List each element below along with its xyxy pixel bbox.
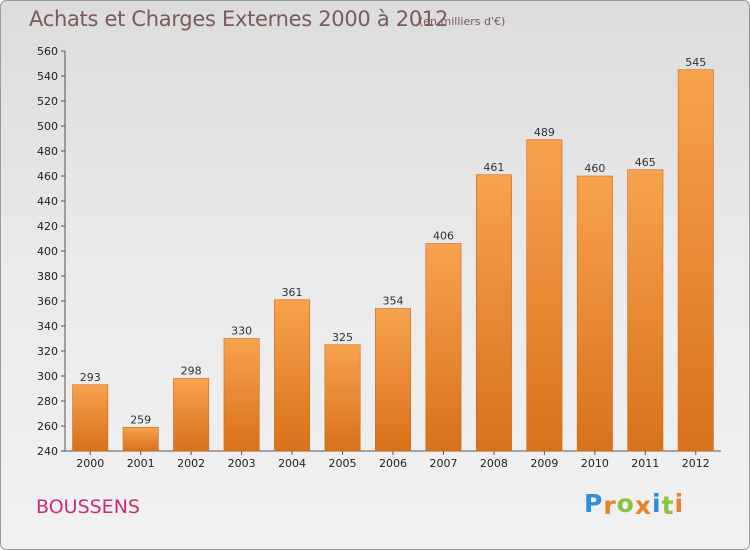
x-tick-label: 2008: [480, 457, 508, 470]
y-tick-label: 260: [37, 420, 58, 433]
logo-letter: i: [674, 489, 685, 518]
bar-value-label: 489: [534, 126, 555, 139]
chart-axes: 240 260 280 300 320 340 360 380 400 420 440 460 480 5…: [37, 45, 721, 470]
y-tick-label: 340: [37, 320, 58, 333]
x-tick-label: 2011: [631, 457, 659, 470]
logo-letter: r: [603, 491, 617, 520]
bar-value-label: 406: [433, 230, 454, 243]
bar-2007: [425, 243, 462, 452]
bar-value-label: 354: [383, 295, 404, 308]
x-tick-label: 2004: [278, 457, 306, 470]
proxiti-logo[interactable]: Proxiti: [584, 489, 685, 520]
logo-letter: x: [634, 491, 652, 520]
x-tick-label: 2009: [530, 457, 558, 470]
logo-letter: P: [584, 489, 604, 518]
bar-2002: [173, 378, 210, 452]
bar-2008: [475, 174, 512, 452]
logo-letter: t: [661, 491, 675, 520]
y-tick-label: 440: [37, 195, 58, 208]
y-tick-label: 520: [37, 95, 58, 108]
y-tick-label: 420: [37, 220, 58, 233]
x-tick-label: 2010: [581, 457, 609, 470]
y-tick-label: 540: [37, 70, 58, 83]
y-tick-label: 360: [37, 295, 58, 308]
x-tick-label: 2006: [379, 457, 407, 470]
bar-value-label: 361: [282, 286, 303, 299]
y-tick-label: 320: [37, 345, 58, 358]
y-tick-label: 460: [37, 170, 58, 183]
chart-unit-note: (en milliers d'€): [419, 15, 506, 28]
bar-value-label: 465: [635, 156, 656, 169]
chart-title: Achats et Charges Externes 2000 à 2012: [29, 7, 449, 31]
y-tick-label: 380: [37, 270, 58, 283]
bar-value-label: 259: [130, 413, 151, 426]
x-tick-label: 2007: [429, 457, 457, 470]
y-tick-label: 240: [37, 445, 58, 458]
y-tick-label: 500: [37, 120, 58, 133]
bar-2009: [526, 139, 563, 452]
bar-value-label: 298: [181, 365, 202, 378]
bar-2012: [677, 69, 714, 452]
y-tick-label: 280: [37, 395, 58, 408]
bar-2011: [627, 169, 664, 452]
location-label: BOUSSENS: [36, 496, 140, 518]
y-tick-label: 300: [37, 370, 58, 383]
x-tick-label: 2000: [76, 457, 104, 470]
logo-letter: i: [652, 489, 662, 518]
bar-value-label: 545: [685, 56, 706, 69]
x-tick-label: 2003: [228, 457, 256, 470]
x-tick-label: 2005: [329, 457, 357, 470]
y-tick-label: 560: [37, 45, 58, 58]
bar-value-label: 330: [231, 325, 252, 338]
bar-value-label: 325: [332, 331, 353, 344]
x-tick-label: 2012: [682, 457, 710, 470]
bar-2010: [576, 175, 613, 452]
x-tick-label: 2001: [127, 457, 155, 470]
bar-2003: [223, 338, 260, 452]
x-tick-label: 2002: [177, 457, 205, 470]
bar-value-label: 293: [80, 371, 101, 384]
chart-bars: 293 259 298 330 361 325 354 406 461 489 460 465 545: [72, 56, 714, 452]
bar-2000: [72, 384, 109, 452]
bar-2001: [122, 426, 159, 452]
y-tick-label: 400: [37, 245, 58, 258]
bar-2004: [274, 299, 311, 452]
bar-2005: [324, 344, 361, 452]
bar-value-label: 460: [584, 162, 605, 175]
bar-2006: [375, 308, 411, 452]
logo-letter: o: [616, 489, 635, 518]
bar-value-label: 461: [483, 161, 504, 174]
y-tick-label: 480: [37, 145, 58, 158]
